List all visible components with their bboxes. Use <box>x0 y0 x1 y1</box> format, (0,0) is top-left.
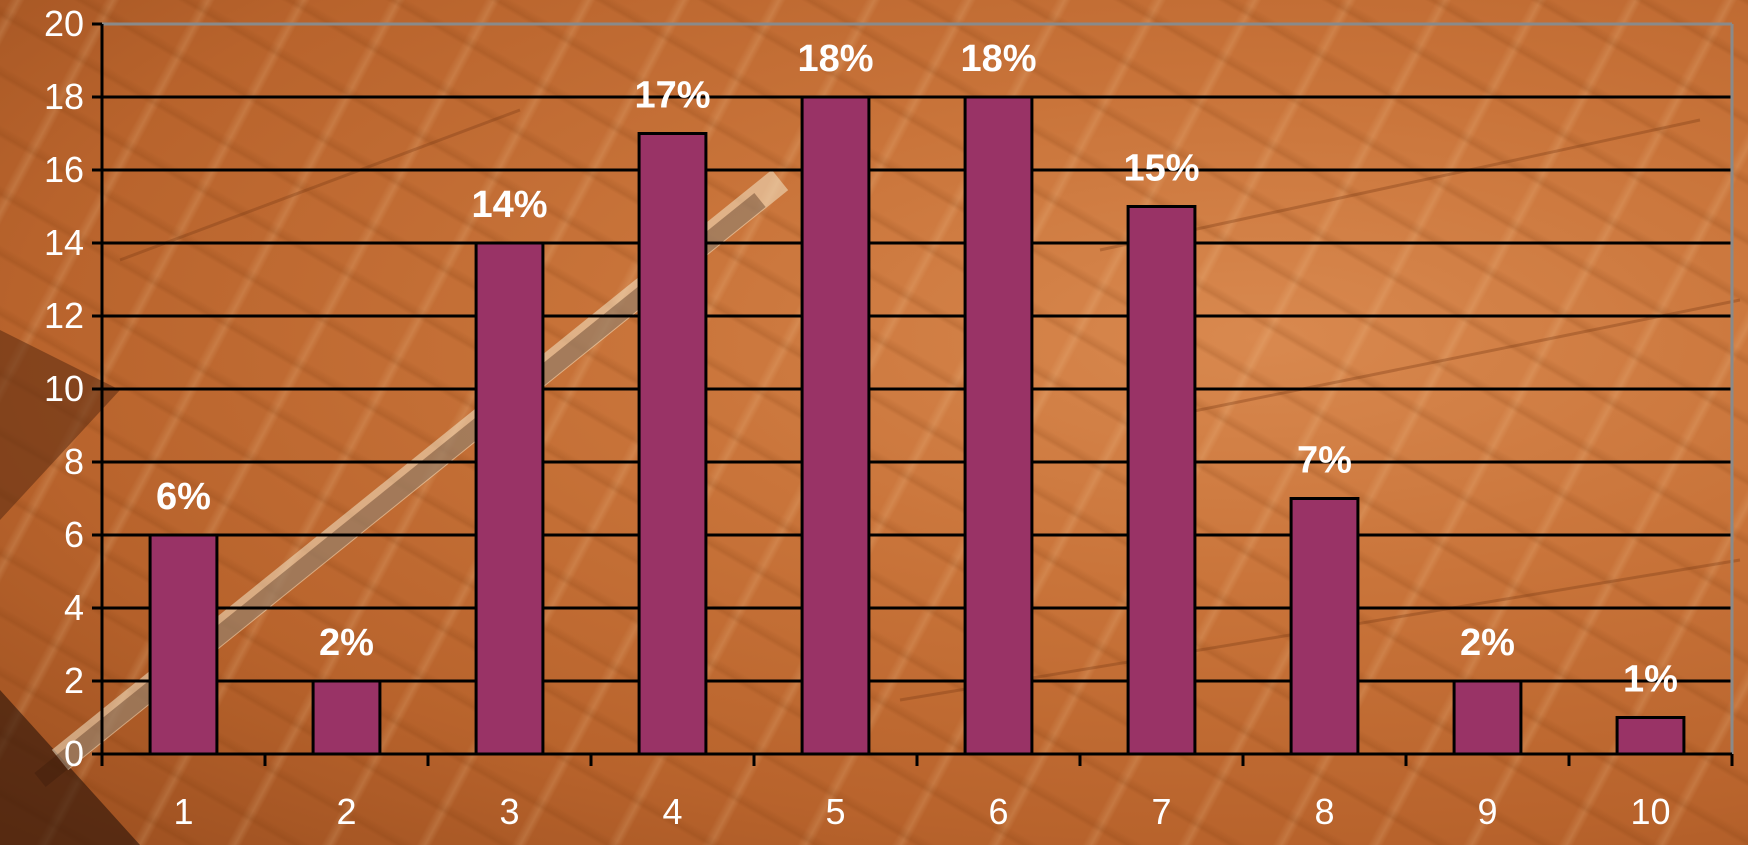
data-label-3: 14% <box>471 184 547 226</box>
data-label-9: 2% <box>1460 622 1515 664</box>
gridlines <box>102 22 1732 683</box>
data-label-4: 17% <box>634 75 710 117</box>
x-tick-label: 6 <box>988 791 1008 832</box>
x-tick-label: 3 <box>499 791 519 832</box>
x-tick-label: 2 <box>336 791 356 832</box>
x-tick-label: 10 <box>1630 791 1670 832</box>
x-tick-label: 4 <box>662 791 682 832</box>
y-tick-label: 2 <box>64 660 84 701</box>
x-tick-label: 1 <box>173 791 193 832</box>
y-tick-label: 16 <box>44 149 84 190</box>
x-axis-ticks: 1 2 3 4 5 6 7 8 9 10 <box>100 754 1734 832</box>
y-tick-label: 4 <box>64 587 84 628</box>
bar-10 <box>1615 716 1686 756</box>
bar-7 <box>1126 205 1197 756</box>
data-label-6: 18% <box>960 38 1036 80</box>
bar-3 <box>474 241 545 756</box>
x-tick-label: 5 <box>825 791 845 832</box>
bar-6 <box>963 95 1034 756</box>
data-label-7: 15% <box>1123 148 1199 190</box>
bar-2 <box>311 679 382 756</box>
y-tick-label: 8 <box>64 441 84 482</box>
bar-5 <box>800 95 871 756</box>
data-label-10: 1% <box>1623 659 1678 701</box>
bar-1 <box>148 533 219 756</box>
x-tick-label: 9 <box>1477 791 1497 832</box>
data-labels: 6% 2% 14% 17% 18% 18% 15% 7% 2% 1% <box>156 38 1678 701</box>
bar-8 <box>1289 497 1360 756</box>
y-tick-label: 20 <box>44 3 84 44</box>
x-tick-label: 7 <box>1151 791 1171 832</box>
y-tick-label: 12 <box>44 295 84 336</box>
y-tick-label: 6 <box>64 514 84 555</box>
bar-4 <box>637 132 708 756</box>
bars <box>148 95 1686 756</box>
bar-9 <box>1452 679 1523 756</box>
y-tick-label: 0 <box>64 733 84 774</box>
data-label-2: 2% <box>319 622 374 664</box>
y-tick-label: 10 <box>44 368 84 409</box>
data-label-8: 7% <box>1297 440 1352 482</box>
y-tick-label: 14 <box>44 222 84 263</box>
data-label-1: 6% <box>156 476 211 518</box>
y-axis-ticks: 0 2 4 6 8 10 12 14 16 18 20 <box>44 3 102 774</box>
data-label-5: 18% <box>797 38 873 80</box>
y-tick-label: 18 <box>44 76 84 117</box>
x-tick-label: 8 <box>1314 791 1334 832</box>
